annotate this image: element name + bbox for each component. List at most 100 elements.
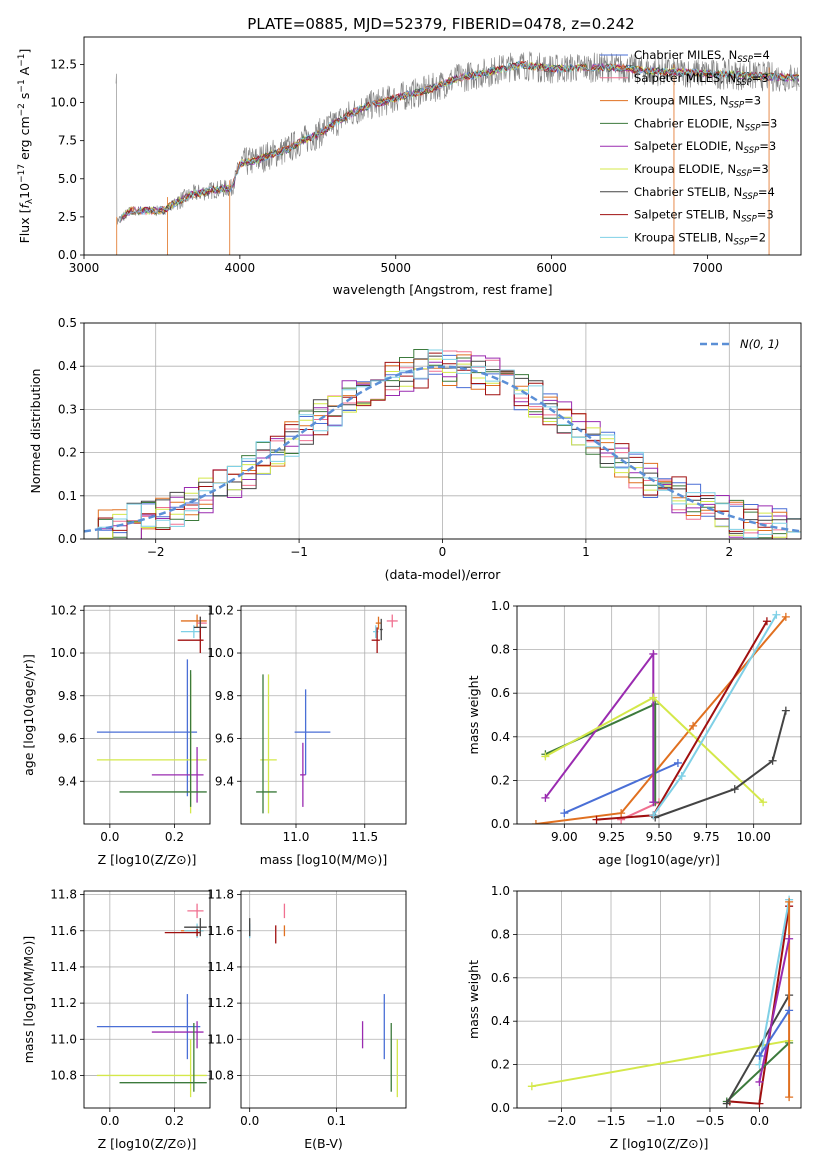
point-marker-salpeter-stelib <box>755 1099 764 1108</box>
series-line-chabrier-miles <box>563 762 679 815</box>
legend-label: Chabrier MILES, NSSP=4 <box>634 48 770 65</box>
y-tick-label: 9.6 <box>215 732 234 746</box>
y-axis-label: Normed distribution <box>28 369 43 494</box>
point-marker-kroupa-miles <box>781 612 790 621</box>
x-tick-label: 0.1 <box>327 1114 346 1128</box>
point-marker-salpeter-elodie <box>649 798 658 807</box>
y-axis-label: mass weight <box>466 960 481 1039</box>
series-line-kroupa-miles <box>535 616 787 824</box>
x-tick-label: 5000 <box>380 261 411 275</box>
plot-area-spectrum <box>115 51 800 255</box>
x-axis-label: age [log10(age/yr)] <box>598 852 720 867</box>
point-marker-kroupa-stelib <box>649 811 658 820</box>
y-tick-label: 10.8 <box>207 1068 234 1082</box>
series-line-chabrier-miles <box>758 1009 790 1057</box>
plot-area-residuals <box>84 349 801 539</box>
y-tick-label: 10.0 <box>207 646 234 660</box>
x-tick-label: −2 <box>147 545 165 559</box>
axes-frame <box>516 890 802 1109</box>
point-marker-chabrier-miles <box>673 758 682 767</box>
x-tick-label: 0.2 <box>165 1114 184 1128</box>
y-tick-label: 9.6 <box>58 732 77 746</box>
point-marker-kroupa-miles <box>785 1093 794 1102</box>
model-line-kroupa-stelib <box>119 60 800 224</box>
point-marker-salpeter-elodie <box>755 1077 764 1086</box>
legend-label: Chabrier STELIB, NSSP=4 <box>634 185 775 202</box>
y-axis-label: age [log10(age/yr)] <box>21 654 36 776</box>
y-tick-label: 10.0 <box>50 96 77 110</box>
x-tick-label: −1 <box>290 545 308 559</box>
panel-age_vs_Z: 0.0 0.2 9.4 9.6 9.8 10.0 10.2 Z [log10(Z/Z⊙)] ag… <box>21 603 211 867</box>
series-line-chabrier-elodie <box>544 702 657 803</box>
x-tick-label: 9.00 <box>551 830 578 844</box>
y-tick-label: 0.0 <box>58 248 77 262</box>
x-tick-label: 0.0 <box>240 1114 259 1128</box>
plot-area-massweight_vs_age <box>531 610 790 824</box>
x-axis-label: (data-model)/error <box>385 567 502 582</box>
x-axis-label: mass [log10(M/M⊙)] <box>260 852 388 867</box>
x-tick-label: −1.5 <box>596 1114 625 1128</box>
point-marker-kroupa-elodie <box>759 798 768 807</box>
plot-area-age_vs_Z <box>96 614 207 814</box>
point-marker-kroupa-elodie <box>649 693 658 702</box>
y-tick-label: 11.0 <box>207 1032 234 1046</box>
y-tick-label: 1.0 <box>491 884 510 898</box>
plot-area-mass_vs_Z <box>96 903 207 1098</box>
legend-label: N(0, 1) <box>740 337 780 351</box>
figure-title: PLATE=0885, MJD=52379, FIBERID=0478, z=0… <box>247 15 634 33</box>
x-axis-label: E(B-V) <box>304 1136 343 1151</box>
y-tick-label: 2.5 <box>58 210 77 224</box>
x-tick-label: 2 <box>725 545 733 559</box>
y-tick-label: 0.2 <box>491 773 510 787</box>
y-tick-label: 1.0 <box>491 599 510 613</box>
x-tick-label: 0.2 <box>165 830 184 844</box>
y-tick-label: 9.8 <box>215 689 234 703</box>
panel-massweight_vs_age: 9.00 9.25 9.50 9.75 10.00 0.0 0.2 0.4 0.6 0.8 1.0 a… <box>466 599 802 867</box>
y-tick-label: 0.2 <box>491 1058 510 1072</box>
series-line-chabrier-stelib <box>725 994 790 1105</box>
y-tick-label: 10.2 <box>207 603 234 617</box>
x-tick-label: 0 <box>439 545 447 559</box>
x-tick-label: 0.0 <box>100 1114 119 1128</box>
y-tick-label: 0.4 <box>491 1014 510 1028</box>
x-tick-label: 11.5 <box>351 830 378 844</box>
histogram-kroupa-stelib <box>84 349 801 539</box>
y-tick-label: 0.4 <box>491 730 510 744</box>
x-axis-label: wavelength [Angstrom, rest frame] <box>332 282 552 297</box>
axes-frame <box>83 36 802 256</box>
y-tick-label: 11.4 <box>50 960 77 974</box>
panel-massweight_vs_Z: −2.0 −1.5 −1.0 −0.5 0.0 0.0 0.2 0.4 0.6 0.8 1.0 Z [… <box>466 884 802 1151</box>
point-marker-kroupa-elodie <box>541 752 550 761</box>
panel-mass_vs_ebv: 0.0 0.1 10.8 11.0 11.2 11.4 11.6 11.8 E(B-V) <box>207 888 407 1151</box>
x-tick-label: 9.25 <box>598 830 625 844</box>
y-tick-label: 11.2 <box>207 996 234 1010</box>
x-axis-label: Z [log10(Z/Z⊙)] <box>610 1136 709 1151</box>
point-marker-kroupa-miles <box>689 721 698 730</box>
legend-label: Salpeter MILES, NSSP=3 <box>634 71 769 88</box>
axes-frame <box>240 890 407 1109</box>
point-marker-chabrier-stelib <box>730 785 739 794</box>
panel-mass_vs_Z: 0.0 0.2 10.8 11.0 11.2 11.4 11.6 11.8 Z [log10(Z… <box>21 888 211 1151</box>
y-tick-label: 0.5 <box>58 316 77 330</box>
panel-age_vs_mass: 11.0 11.5 9.4 9.6 9.8 10.0 10.2 mass [log10(M/M… <box>207 603 407 867</box>
x-tick-label: 6000 <box>536 261 567 275</box>
y-tick-label: 12.5 <box>50 57 77 71</box>
normal-curve <box>84 365 801 533</box>
point-marker-chabrier-stelib <box>722 1099 731 1108</box>
y-tick-label: 10.0 <box>50 646 77 660</box>
panel-residuals: −2 −1 0 1 2 0.0 0.1 0.2 0.3 0.4 0.5 N(0, 1) (data-mo… <box>28 316 802 582</box>
point-marker-salpeter-stelib <box>592 815 601 824</box>
legend-spectrum: Chabrier MILES, NSSP=4 Salpeter MILES, NS… <box>600 48 777 247</box>
x-axis-label: Z [log10(Z/Z⊙)] <box>98 852 197 867</box>
y-tick-label: 0.0 <box>58 532 77 546</box>
x-axis-label: Z [log10(Z/Z⊙)] <box>98 1136 197 1151</box>
series-line-kroupa-elodie <box>531 1039 790 1088</box>
y-tick-label: 0.3 <box>58 402 77 416</box>
point-marker-kroupa-miles <box>617 809 626 818</box>
y-tick-label: 11.6 <box>50 924 77 938</box>
point-marker-kroupa-stelib <box>772 610 781 619</box>
x-tick-label: 7000 <box>692 261 723 275</box>
plot-area-age_vs_mass <box>256 614 398 814</box>
x-tick-label: 10.00 <box>736 830 770 844</box>
y-tick-label: 5.0 <box>58 172 77 186</box>
